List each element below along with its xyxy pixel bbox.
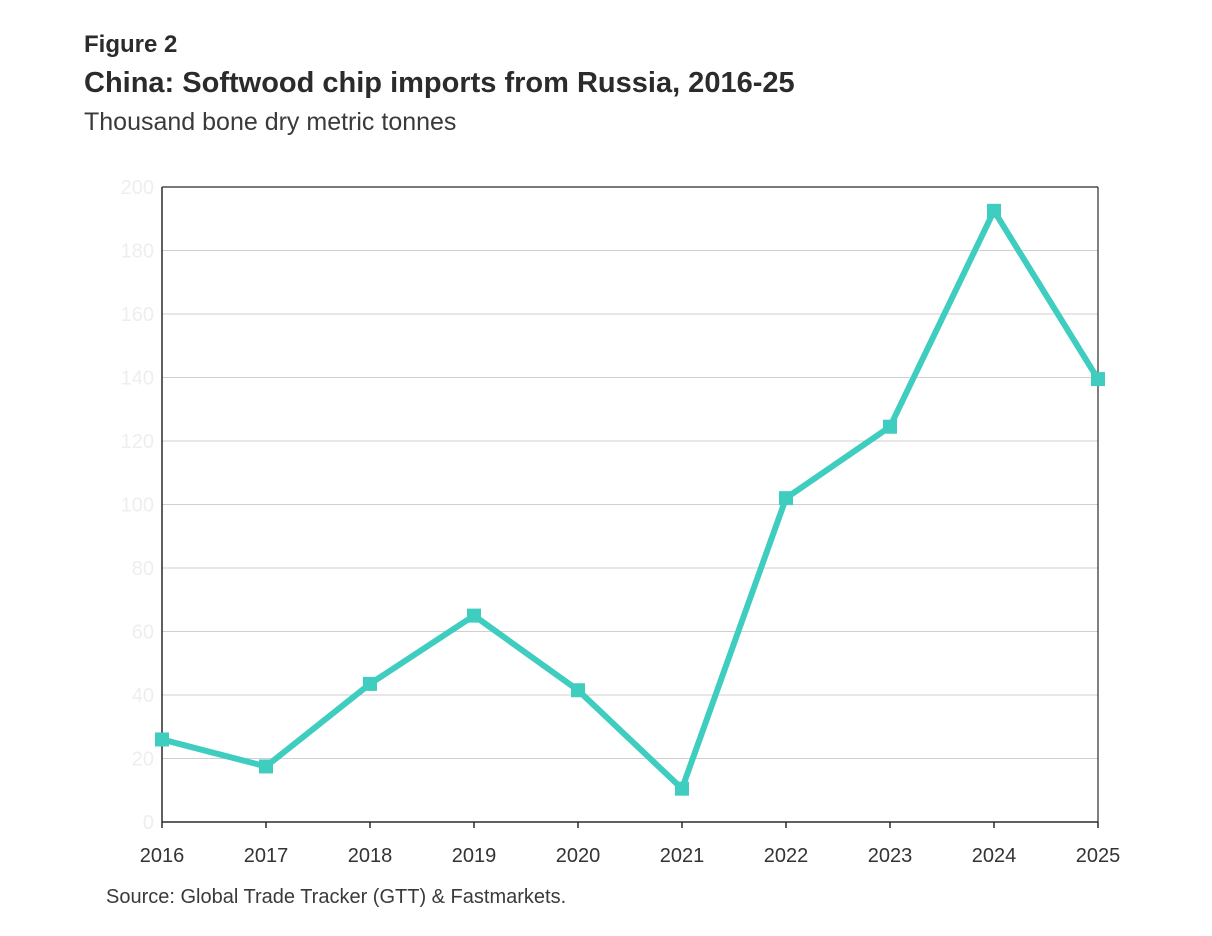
x-tick-labels: 2016 2017 2018 2019 2020 2021 2022 2023 2024 2025	[140, 845, 1121, 867]
y-tick-label: 20	[132, 749, 154, 771]
data-series	[155, 203, 1105, 796]
y-tick-label: 0	[143, 812, 154, 834]
x-tick-label-2024: 2024	[972, 845, 1017, 867]
y-tick-label: 120	[121, 431, 154, 453]
y-tick-label: 60	[132, 622, 154, 644]
data-point-2025	[1091, 372, 1105, 387]
x-tick-label-2023: 2023	[868, 845, 913, 867]
y-tick-labels: 0 20 40 60 80 100 120 140 160 180 200	[121, 177, 154, 834]
x-tick-label-2025: 2025	[1076, 845, 1121, 867]
y-tick-label: 160	[121, 304, 154, 326]
data-point-2018	[363, 676, 377, 691]
chart-subtitle: Thousand bone dry metric tonnes	[84, 108, 457, 136]
y-tick-label: 140	[121, 368, 154, 390]
gridlines	[162, 186, 1098, 759]
data-point-2024	[987, 203, 1001, 218]
figure-label: Figure 2	[84, 31, 178, 58]
x-tick-label-2016: 2016	[140, 845, 185, 867]
x-tick-label-2018: 2018	[348, 845, 393, 867]
y-tick-label: 200	[121, 177, 154, 199]
y-tick-label: 100	[121, 495, 154, 517]
x-tick-label-2021: 2021	[660, 845, 705, 867]
data-point-2019	[467, 608, 481, 623]
x-tick-label-2020: 2020	[556, 845, 601, 867]
x-tick-label-2022: 2022	[764, 845, 809, 867]
y-tick-label: 40	[132, 685, 154, 707]
data-point-2021	[675, 781, 689, 796]
y-tick-label: 80	[132, 558, 154, 580]
data-point-2022	[779, 491, 793, 506]
y-tick-label: 180	[121, 241, 154, 263]
axes	[161, 186, 1099, 828]
x-tick-label-2019: 2019	[452, 845, 497, 867]
series-line	[159, 207, 1101, 792]
x-tick-label-2017: 2017	[244, 845, 289, 867]
data-point-2020	[571, 683, 585, 698]
source-note: Source: Global Trade Tracker (GTT) & Fas…	[106, 886, 567, 908]
chart-title: China: Softwood chip imports from Russia…	[84, 67, 795, 99]
data-point-2023	[883, 419, 897, 434]
data-point-2016	[155, 732, 169, 747]
data-point-2017	[259, 759, 273, 774]
